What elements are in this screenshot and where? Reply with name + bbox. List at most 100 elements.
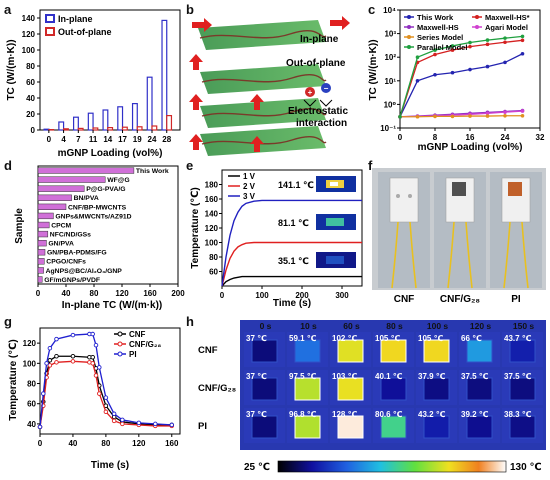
y-tick-label: 10³ bbox=[384, 30, 396, 39]
series-line-5 bbox=[399, 35, 523, 117]
legend-marker bbox=[475, 15, 479, 19]
temperature-label: 105 ℃ bbox=[375, 334, 401, 343]
x-tick-label: 32 bbox=[536, 133, 545, 142]
colorbar-min-label: 25 ℃ bbox=[244, 462, 270, 473]
data-point bbox=[97, 365, 102, 370]
legend-label: Series Model bbox=[417, 33, 463, 42]
curve-3v bbox=[221, 199, 362, 287]
x-tick-label: 160 bbox=[165, 439, 179, 448]
data-point bbox=[120, 417, 125, 423]
sample-hotspot bbox=[251, 415, 278, 439]
panel-a-legend: In-plane Out-of-plane bbox=[45, 14, 112, 37]
panel-e-legend: 1 V2 V3 V bbox=[228, 172, 256, 201]
y-tick-label: 10⁻¹ bbox=[380, 124, 396, 133]
electrostatic-icon: + − bbox=[303, 83, 333, 107]
bar-label: CPCM bbox=[51, 222, 71, 229]
data-point bbox=[433, 114, 437, 119]
legend-label: Maxwell-HS bbox=[417, 23, 459, 32]
bar-label: P@G-PVA/G bbox=[86, 186, 125, 193]
legend-label-out-of-plane: Out-of-plane bbox=[58, 27, 112, 37]
data-point bbox=[90, 355, 95, 360]
panel-letters: a b c d e f g h bbox=[4, 2, 375, 329]
data-point bbox=[103, 395, 109, 400]
panel-e-xlabel: Time (s) bbox=[273, 298, 311, 309]
bar-gnps-mwcnts-az91d bbox=[37, 212, 54, 220]
sample-hotspot bbox=[380, 377, 407, 401]
legend-label: 3 V bbox=[243, 192, 256, 201]
x-tick-label: 11 bbox=[89, 135, 98, 144]
temperature-label: 43.7 ℃ bbox=[504, 334, 532, 343]
time-label: 10 s bbox=[300, 321, 317, 331]
x-tick-label: 24 bbox=[148, 135, 157, 144]
x-tick-label: 40 bbox=[62, 289, 71, 298]
panel-d-marks: GF/mGNPs/PVDF AgNPS@BC/Al₂O₃/GNP CPGO/CNFs… bbox=[37, 167, 169, 284]
y-tick-label: 140 bbox=[205, 210, 219, 219]
data-point bbox=[90, 331, 95, 337]
photo-label-cnf: CNF bbox=[394, 294, 415, 305]
data-point bbox=[415, 55, 420, 59]
panel-letter-g: g bbox=[4, 314, 12, 329]
bar-nfc-nd-gss bbox=[37, 230, 49, 238]
y-tick-label: 60 bbox=[26, 78, 35, 87]
panel-g-marks bbox=[37, 331, 175, 430]
data-point bbox=[485, 111, 490, 116]
y-tick-label: 10² bbox=[384, 53, 396, 62]
bar-out-of-plane-28 bbox=[166, 114, 173, 131]
series-line-0 bbox=[399, 53, 523, 118]
x-tick-label: 16 bbox=[466, 133, 475, 142]
curve-1 bbox=[39, 360, 172, 428]
y-tick-label: 120 bbox=[23, 339, 37, 348]
legend-swatch-out-of-plane bbox=[45, 27, 55, 36]
svg-text:+: + bbox=[308, 88, 313, 97]
temperature-label: 96.8 ℃ bbox=[289, 410, 317, 419]
bar-this-work bbox=[37, 167, 135, 174]
time-label: 150 s bbox=[513, 321, 535, 331]
x-tick-label: 80 bbox=[90, 289, 99, 298]
sample-hotspot bbox=[509, 339, 536, 363]
panel-b-schematic: In-plane Out-of-plane + − Electrostatic … bbox=[189, 16, 351, 156]
label-electrostatic: Electrostatic interaction bbox=[288, 106, 351, 129]
x-tick-label: 200 bbox=[295, 291, 309, 300]
data-point bbox=[468, 114, 472, 118]
panel-d-xlabel: In-plane TC (W/(m·k)) bbox=[62, 300, 163, 311]
legend-label-in-plane: In-plane bbox=[58, 14, 93, 24]
x-tick-label: 8 bbox=[433, 133, 438, 142]
data-point bbox=[54, 354, 59, 359]
y-tick-label: 100 bbox=[205, 239, 219, 248]
legend-marker bbox=[407, 25, 411, 29]
legend-marker bbox=[407, 45, 411, 49]
sample-hotspot bbox=[509, 415, 536, 439]
y-tick-label: 80 bbox=[209, 253, 218, 262]
time-label: 100 s bbox=[427, 321, 449, 331]
bar-bn-pva bbox=[37, 194, 72, 201]
bar-out-of-plane-14 bbox=[107, 126, 114, 131]
temperature-label: 39.2 ℃ bbox=[461, 410, 489, 419]
data-point bbox=[93, 342, 99, 348]
sample-hotspot bbox=[294, 339, 321, 363]
row-labels: CNF CNF/G₂₈ PI bbox=[198, 345, 236, 432]
data-point bbox=[503, 113, 507, 118]
arrow-right-icon bbox=[330, 16, 350, 30]
x-tick-label: 200 bbox=[171, 289, 185, 298]
panel-c-ylabel: TC (W/(m·K)) bbox=[368, 39, 379, 100]
data-point bbox=[450, 48, 455, 52]
data-point bbox=[103, 409, 109, 415]
label-in-plane: In-plane bbox=[300, 34, 339, 45]
temperature-label: 97.5 ℃ bbox=[289, 372, 317, 381]
temperature-label: 37 ℃ bbox=[246, 410, 267, 419]
data-point bbox=[90, 361, 95, 366]
data-point bbox=[153, 421, 158, 427]
data-point bbox=[54, 336, 59, 342]
curve-0 bbox=[39, 355, 172, 428]
panel-d-xticks: 0 40 80 120 160 200 bbox=[36, 284, 185, 298]
time-labels: 0 s 10 s 60 s 80 s 100 s 120 s 150 s bbox=[260, 321, 535, 331]
data-point bbox=[433, 72, 437, 77]
bar-in-plane-11 bbox=[87, 112, 94, 131]
y-tick-label: 160 bbox=[205, 195, 219, 204]
panel-a-yticks: 0 20 40 60 80 100 120 140 bbox=[22, 14, 40, 135]
panel-a-xticks: 0 4 7 11 14 17 19 24 28 bbox=[47, 130, 172, 144]
bar-label: GN/PBA-PDMS/FG bbox=[47, 250, 107, 257]
data-point bbox=[415, 79, 420, 83]
data-point bbox=[37, 424, 43, 430]
y-tick-label: 20 bbox=[26, 110, 35, 119]
